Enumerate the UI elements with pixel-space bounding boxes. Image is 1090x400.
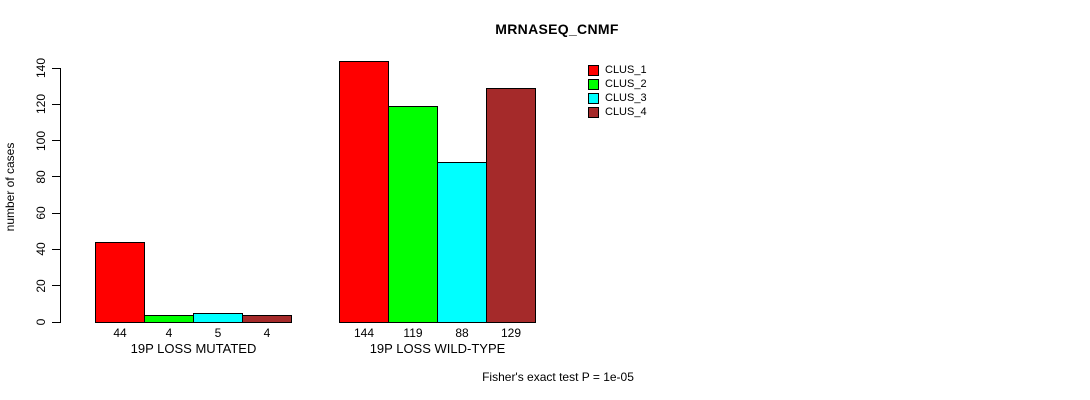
legend-swatch-icon — [588, 64, 599, 76]
bar-value-label: 44 — [113, 326, 127, 340]
bar-clus_2 — [388, 106, 438, 323]
legend-item-clus_2: CLUS_2 — [588, 77, 647, 91]
bar-value-label: 129 — [500, 326, 522, 340]
legend: CLUS_1 CLUS_2 CLUS_3 CLUS_4 — [588, 63, 647, 119]
y-tick-label: 20 — [34, 279, 48, 293]
legend-swatch-icon — [588, 92, 599, 104]
y-axis-line — [60, 68, 61, 323]
bar-clus_1 — [95, 242, 145, 323]
category-label: 19P LOSS MUTATED — [130, 341, 257, 356]
legend-label: CLUS_1 — [605, 64, 647, 76]
bar-clus_1 — [339, 61, 389, 323]
category-label: 19P LOSS WILD-TYPE — [369, 341, 506, 356]
legend-item-clus_4: CLUS_4 — [588, 105, 647, 119]
bar-value-label: 4 — [165, 326, 173, 340]
y-tick — [52, 248, 60, 250]
bar-value-label: 144 — [353, 326, 375, 340]
legend-item-clus_3: CLUS_3 — [588, 91, 647, 105]
y-tick-label: 100 — [34, 130, 48, 151]
legend-label: CLUS_2 — [605, 78, 647, 90]
bar-clus_3 — [193, 313, 243, 323]
bar-value-label: 4 — [263, 326, 271, 340]
legend-label: CLUS_3 — [605, 92, 647, 104]
y-tick — [52, 67, 60, 69]
y-tick — [52, 140, 60, 142]
legend-swatch-icon — [588, 106, 599, 118]
legend-label: CLUS_4 — [605, 106, 647, 118]
y-tick — [52, 285, 60, 287]
y-tick-label: 60 — [34, 206, 48, 220]
y-tick-label: 140 — [34, 57, 48, 79]
bar-clus_2 — [144, 315, 194, 323]
y-tick-label: 0 — [34, 318, 48, 326]
y-tick — [52, 212, 60, 214]
legend-item-clus_1: CLUS_1 — [588, 63, 647, 77]
bar-value-label: 88 — [455, 326, 469, 340]
annotation-text: Fisher's exact test P = 1e-05 — [482, 370, 634, 384]
bar-clus_4 — [242, 315, 292, 323]
y-axis-label: number of cases — [3, 142, 17, 232]
bar-clus_4 — [486, 88, 536, 323]
bar-clus_3 — [437, 162, 487, 323]
y-tick-label: 40 — [34, 242, 48, 257]
legend-swatch-icon — [588, 78, 599, 90]
bar-value-label: 5 — [214, 326, 222, 340]
bar-value-label: 119 — [403, 326, 423, 340]
y-tick-label: 80 — [34, 170, 48, 184]
chart-title: MRNASEQ_CNMF — [495, 21, 619, 37]
y-tick — [52, 321, 60, 323]
y-tick — [52, 176, 60, 178]
y-tick-label: 120 — [34, 94, 48, 115]
y-tick — [52, 103, 60, 105]
